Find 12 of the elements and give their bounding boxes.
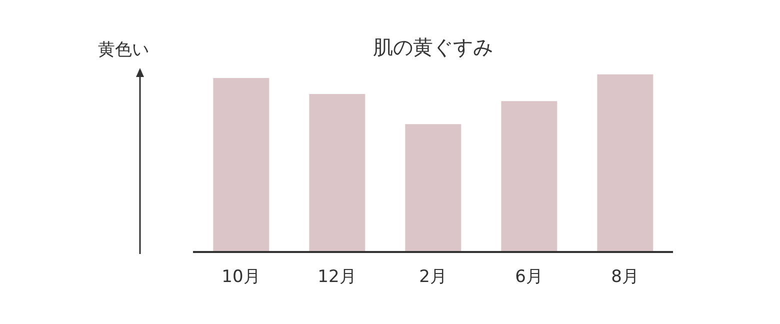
bar <box>597 74 654 252</box>
bar <box>309 94 366 252</box>
x-tick-label: 8月 <box>611 267 639 288</box>
y-axis-title: 黄色い <box>98 39 149 61</box>
bar <box>405 124 462 252</box>
bar <box>501 101 558 252</box>
bar <box>213 78 270 252</box>
x-tick-label: 6月 <box>515 267 543 288</box>
x-tick-label: 2月 <box>419 267 447 288</box>
x-tick-label: 12月 <box>318 267 356 288</box>
chart-title: 肌の黄ぐすみ <box>372 34 494 61</box>
x-tick-label: 10月 <box>222 267 260 288</box>
